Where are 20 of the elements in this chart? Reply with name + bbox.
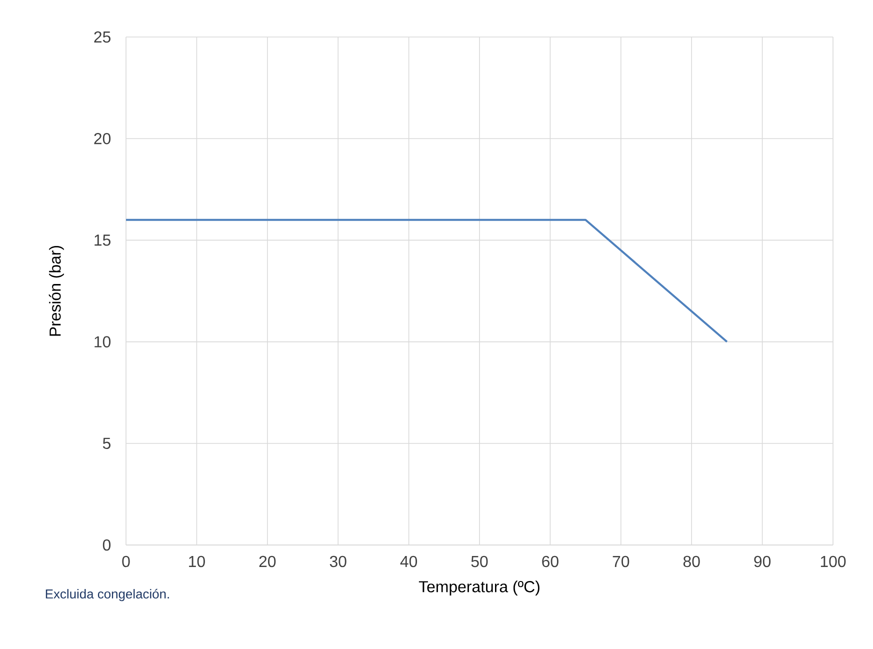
x-tick-label: 100	[820, 556, 846, 568]
y-tick-label: 0	[102, 539, 111, 551]
x-tick-label: 0	[122, 556, 130, 568]
x-tick-label: 40	[400, 556, 418, 568]
x-tick-label: 60	[542, 556, 558, 568]
x-tick-label: 50	[471, 556, 488, 568]
y-tick-label: 25	[94, 31, 110, 43]
x-tick-label: 80	[683, 556, 700, 568]
y-axis-title: Presión (bar)	[48, 246, 64, 336]
y-tick-label: 20	[94, 132, 111, 144]
x-tick-label: 70	[612, 556, 630, 568]
x-tick-label: 30	[330, 556, 346, 568]
text: Excluida congelación.	[46, 588, 169, 602]
y-tick-label: 15	[94, 234, 110, 246]
x-tick-label: 10	[189, 556, 205, 568]
x-tick-label: 90	[754, 556, 771, 568]
y-tick-label: 10	[94, 336, 111, 348]
y-tick-label: 5	[102, 438, 110, 449]
x-axis-title: Temperatura (ºC)	[418, 580, 540, 596]
x-tick-label: 20	[259, 556, 276, 568]
